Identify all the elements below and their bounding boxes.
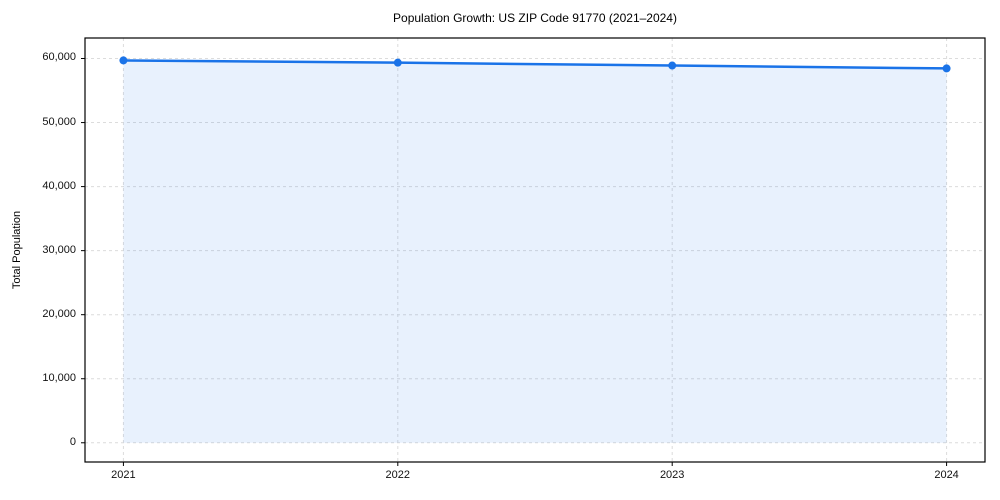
y-tick-label: 0 — [69, 435, 76, 448]
area-fill — [123, 60, 947, 443]
y-tick-label: 10,000 — [42, 371, 76, 384]
x-tick-label: 2022 — [385, 469, 411, 481]
y-tick-label: 20,000 — [42, 307, 76, 320]
population-line — [122, 59, 948, 70]
x-tick-label: 2024 — [934, 469, 959, 481]
data-point-2024 — [942, 64, 951, 73]
chart-title: Population Growth: US ZIP Code 91770 (20… — [393, 11, 677, 25]
data-point-2023 — [668, 61, 677, 70]
y-tick-label: 30,000 — [42, 243, 76, 256]
y-tick-label: 40,000 — [42, 179, 76, 192]
x-tick-label: 2021 — [111, 469, 136, 481]
x-tick-label: 2023 — [659, 469, 685, 481]
y-tick-label: 50,000 — [42, 115, 76, 128]
data-point-2021 — [119, 56, 128, 65]
data-point-2022 — [393, 58, 402, 67]
y-tick-label: 60,000 — [42, 51, 76, 64]
axes-spines — [84, 37, 986, 463]
